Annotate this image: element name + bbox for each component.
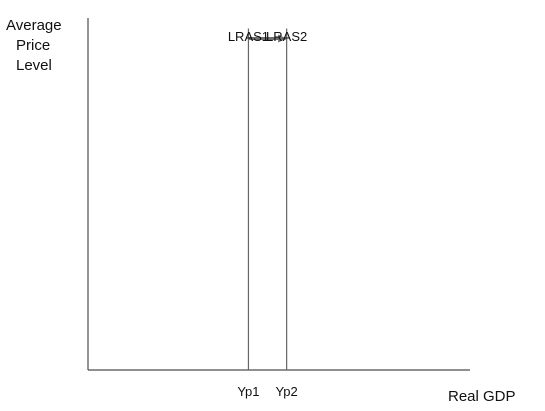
x-axis-label: Real GDP <box>448 388 516 405</box>
lras1-label: LRAS1 <box>228 29 269 44</box>
y-axis-label-line-2: Price <box>16 37 50 54</box>
x-tick-label-yp1: Yp1 <box>237 384 259 399</box>
x-tick-label-yp2: Yp2 <box>276 384 298 399</box>
y-axis-label-line-3: Level <box>16 57 52 74</box>
lras2-label: LRAS2 <box>266 29 307 44</box>
y-axis-label-line-1: Average <box>6 17 62 34</box>
